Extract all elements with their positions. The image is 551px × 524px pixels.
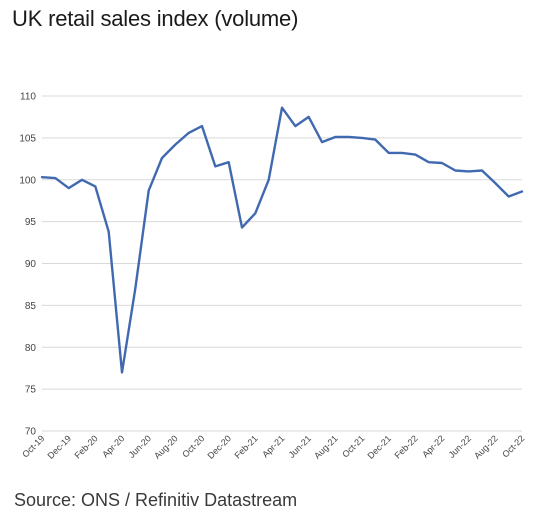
- y-tick-label: 85: [25, 301, 37, 312]
- x-tick-label: Dec-19: [45, 433, 73, 461]
- x-tick-label: Apr-21: [260, 433, 286, 459]
- x-tick-label: Dec-20: [205, 433, 233, 461]
- y-tick-label: 90: [25, 259, 37, 270]
- x-tick-label: Apr-20: [100, 433, 126, 459]
- x-tick-label: Jun-20: [127, 433, 154, 460]
- series-line: [40, 106, 524, 374]
- y-tick-label: 75: [25, 385, 37, 396]
- y-tick-label: 110: [20, 92, 36, 103]
- y-tick-label: 70: [25, 427, 37, 438]
- source-note: Source: ONS / Refinitiv Datastream: [14, 490, 298, 510]
- x-tick-label: Oct-20: [180, 433, 206, 459]
- chart-title: UK retail sales index (volume): [12, 6, 299, 31]
- x-axis-ticks: Oct-19 Dec-19 Feb-20 Apr-20 Jun-20 Aug-20 Oct-…: [20, 433, 526, 461]
- x-tick-label: Aug-22: [472, 433, 500, 461]
- x-tick-label: Jun-22: [447, 433, 474, 460]
- y-axis-ticks: 70 75 80 85 90 95 100 105 110: [19, 92, 36, 438]
- x-tick-label: Feb-20: [73, 433, 100, 460]
- x-tick-label: Dec-21: [365, 433, 393, 461]
- x-tick-label: Oct-22: [500, 433, 526, 459]
- x-tick-label: Jun-21: [287, 433, 314, 460]
- x-tick-label: Aug-20: [152, 433, 180, 461]
- y-tick-label: 105: [19, 133, 36, 144]
- x-tick-label: Apr-22: [420, 433, 446, 459]
- line-chart: 70 75 80 85 90 95 100 105 110 Oct-19 Dec-19 Feb-20…: [19, 92, 526, 461]
- gridlines: [42, 95, 522, 432]
- x-tick-label: Feb-22: [393, 433, 420, 460]
- y-tick-label: 100: [19, 175, 36, 186]
- x-tick-label: Aug-21: [312, 433, 340, 461]
- y-tick-label: 80: [25, 343, 37, 354]
- y-tick-label: 95: [25, 217, 37, 228]
- x-tick-label: Feb-21: [233, 433, 260, 460]
- x-tick-label: Oct-21: [340, 433, 366, 459]
